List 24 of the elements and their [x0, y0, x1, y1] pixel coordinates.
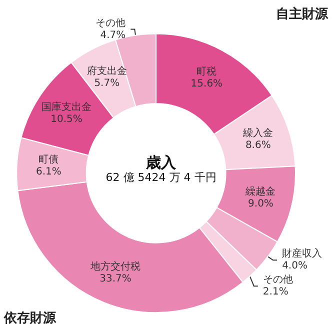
- text: 歳入: [145, 153, 178, 172]
- slice-label: 地方交付税: [89, 260, 140, 272]
- slice-label: その他: [96, 16, 126, 29]
- text: 62 億 5424 万 4 千円: [106, 170, 216, 184]
- data-label: 15.6%: [190, 78, 223, 90]
- data-label: 6.1%: [36, 166, 62, 178]
- data-label: 4.0%: [282, 260, 308, 272]
- slice-label: 国庫支出金: [41, 101, 92, 114]
- text: 依存財源: [3, 311, 57, 326]
- data-label: 9.0%: [248, 198, 274, 210]
- data-label: 4.7%: [100, 30, 126, 41]
- data-label: 2.1%: [262, 286, 288, 298]
- slice-label: 町税: [196, 66, 217, 78]
- data-label: 10.5%: [50, 114, 82, 126]
- slice-label: その他: [262, 274, 293, 286]
- slice-label: 町債: [38, 154, 59, 166]
- slice-label: 繰越金: [244, 185, 276, 198]
- text: 自主財源: [276, 6, 329, 22]
- data-label: 33.7%: [100, 273, 132, 284]
- data-label: 8.6%: [245, 140, 271, 151]
- data-label: 5.7%: [94, 78, 120, 89]
- slice-label: 財産収入: [282, 248, 322, 260]
- slice-label: 府支出金: [86, 64, 127, 77]
- slice-label: 繰入金: [242, 126, 274, 139]
